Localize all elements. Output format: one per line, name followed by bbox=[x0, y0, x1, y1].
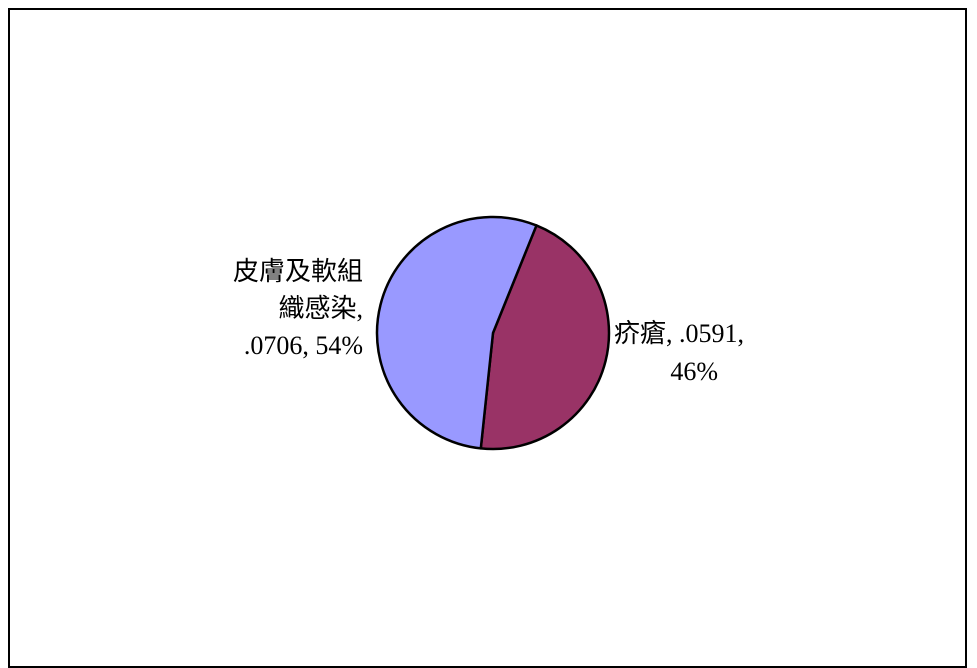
pie-slice-2 bbox=[375, 215, 538, 450]
slice-label-1: 疥瘡, .0591, 46% bbox=[614, 319, 744, 386]
slice-label-line: 46% bbox=[670, 357, 718, 386]
slice-label-2: 皮膚及軟組織感染, .0706, 54% bbox=[233, 257, 363, 360]
slice-label-line: 織感染, bbox=[278, 294, 363, 323]
slice-label-line: .0706, 54% bbox=[244, 331, 363, 360]
pie-slices bbox=[375, 215, 611, 451]
slice-labels: 疥瘡, .0591, 46% 皮膚及軟組織感染, .0706, 54% bbox=[233, 257, 744, 386]
pie-slice-1 bbox=[479, 224, 611, 451]
slice-label-line: 疥瘡, .0591, bbox=[614, 319, 744, 348]
slice-label-line: 皮膚及軟組 bbox=[233, 257, 363, 286]
